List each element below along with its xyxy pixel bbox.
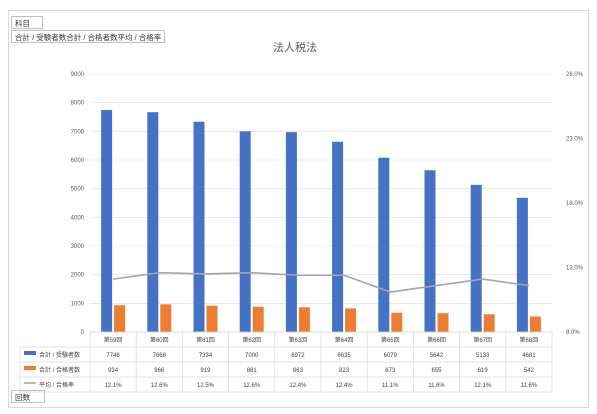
y-tick-label: 6000: [71, 158, 85, 164]
y-tick-label: 3000: [71, 244, 85, 250]
data-label: 934: [108, 368, 119, 374]
data-label: 966: [154, 368, 165, 374]
legend-label: 合計 / 合格者数: [39, 366, 80, 374]
bar-examinees: [332, 141, 344, 332]
axis-field-button[interactable]: 回数: [11, 390, 45, 403]
category-label: 第67回: [473, 336, 492, 344]
data-table: 第59回 第60回 第61回 第62回 第63回 第64回 第65回 第66回 第67回 第68回…: [19, 331, 553, 393]
bar-passers: [298, 307, 310, 332]
legend-label: 平均 / 合格率: [39, 381, 74, 389]
data-label: 6635: [337, 353, 351, 359]
category-label: 第68回: [520, 336, 539, 344]
data-label: 4681: [522, 353, 536, 359]
bar-examinees: [101, 109, 113, 332]
y-axis-ticks: 0 1000 2000 3000 4000 5000 6000 7000 8000 9000: [71, 72, 85, 336]
bar-examinees: [193, 121, 205, 332]
data-label: 12.5%: [197, 383, 215, 389]
category-label: 第65回: [381, 336, 400, 344]
data-label: 6972: [291, 353, 305, 359]
y-tick-label: 1000: [71, 301, 85, 307]
data-label: 6079: [384, 353, 398, 359]
data-label: 5642: [430, 353, 444, 359]
y-tick-label: 4000: [71, 215, 85, 221]
bar-examinees: [285, 132, 297, 332]
y-tick-label: 5000: [71, 187, 85, 193]
category-label: 第61回: [196, 336, 215, 344]
bar-examinees: [239, 131, 251, 332]
data-label: 881: [247, 368, 258, 374]
y2-tick-label: 23.0%: [566, 137, 584, 143]
data-label: 5133: [476, 353, 490, 359]
bar-passers: [529, 316, 541, 332]
rate-line: [112, 271, 530, 293]
data-label: 7000: [245, 353, 259, 359]
bar-passers: [160, 304, 172, 332]
chart-frame: [8, 10, 589, 408]
category-label: 第64回: [335, 336, 354, 344]
data-label: 542: [524, 368, 535, 374]
data-label: 7668: [153, 353, 167, 359]
bar-passers: [483, 314, 495, 332]
bar-passers: [437, 313, 449, 332]
bar-passers: [345, 308, 357, 332]
category-label: 第59回: [104, 336, 123, 344]
y2-axis-ticks: 8.0% 13.0% 18.0% 23.0% 28.0%: [566, 72, 584, 336]
data-label: 12.1%: [105, 383, 123, 389]
category-label: 第66回: [427, 336, 446, 344]
data-label: 11.6%: [521, 383, 538, 389]
values-field-button[interactable]: 合計 / 受験者数合計 / 合格者数平均 / 合格率: [11, 30, 166, 43]
data-label: 919: [200, 368, 211, 374]
bar-passers: [391, 312, 403, 332]
data-label: 12.4%: [336, 383, 354, 389]
data-label: 823: [339, 368, 350, 374]
pass-rate-line: [112, 271, 530, 293]
bar-examinees: [470, 184, 482, 332]
data-label: 655: [431, 368, 442, 374]
y2-tick-label: 18.0%: [566, 201, 584, 207]
data-label: 863: [293, 368, 304, 374]
y-tick-label: 0: [81, 330, 85, 336]
y2-tick-label: 13.0%: [566, 266, 584, 272]
filter-field-button[interactable]: 科目: [11, 16, 43, 29]
data-label: 11.6%: [428, 383, 445, 389]
y2-tick-label: 28.0%: [566, 72, 584, 78]
bar-examinees: [516, 197, 528, 332]
data-label: 619: [478, 368, 489, 374]
y-tick-label: 9000: [71, 72, 85, 78]
category-label: 第63回: [289, 336, 308, 344]
y-tick-label: 2000: [71, 273, 85, 279]
y-tick-label: 8000: [71, 101, 85, 107]
data-label: 12.6%: [243, 383, 261, 389]
bar-examinees: [147, 112, 159, 333]
legend-key: [24, 351, 36, 355]
y-tick-label: 7000: [71, 129, 85, 135]
legend-label: 合計 / 受験者数: [39, 351, 80, 359]
y2-tick-label: 8.0%: [566, 330, 580, 336]
data-label: 12.6%: [151, 383, 169, 389]
bar-passers: [252, 306, 264, 332]
bars: [101, 109, 541, 333]
data-label: 7746: [106, 353, 120, 359]
data-label: 673: [385, 368, 396, 374]
category-label: 第60回: [150, 336, 169, 344]
data-label: 7334: [199, 353, 213, 359]
data-label: 12.1%: [474, 383, 492, 389]
bar-examinees: [378, 157, 390, 332]
data-label: 11.1%: [382, 383, 399, 389]
bar-passers: [114, 305, 126, 332]
bar-examinees: [424, 170, 436, 332]
category-label: 第62回: [242, 336, 261, 344]
legend-key: [24, 366, 36, 370]
bar-passers: [206, 305, 218, 332]
chart-title: 法人税法: [273, 40, 317, 54]
data-label: 12.4%: [289, 383, 307, 389]
gridlines: [90, 73, 552, 333]
